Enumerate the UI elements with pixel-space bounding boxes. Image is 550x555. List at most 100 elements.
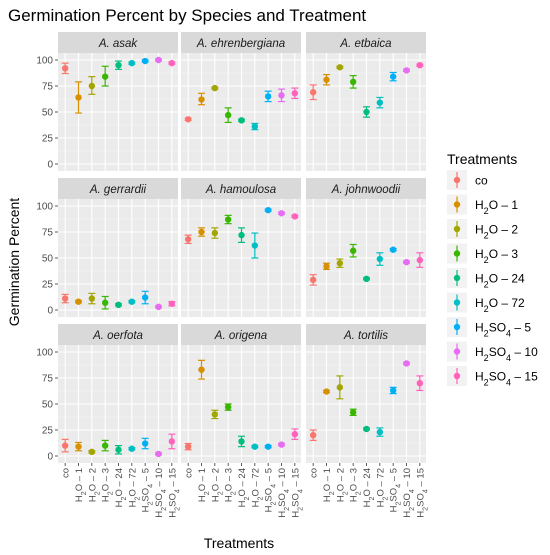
point-a-asak-h2o-3	[101, 73, 109, 80]
y-tick-label: 100	[36, 202, 53, 213]
point-a-gerrardii-co	[61, 295, 69, 302]
point-a-hamoulosa-h2o-2	[211, 229, 219, 237]
legend-key-point	[453, 323, 461, 331]
x-tick-label-group: H2O – 1	[197, 468, 211, 502]
strip-a-etbaica	[306, 32, 426, 53]
x-tick-label-group: H2O – 24	[114, 468, 128, 507]
x-tick-label-group: H2O – 1	[74, 468, 88, 502]
legend-title: Treatments	[447, 151, 517, 167]
point-a-gerrardii-h2so4-5	[141, 294, 149, 301]
point-a-johnwoodii-h2o-1	[323, 263, 330, 270]
legend-label-h2o-1: H2O – 1	[475, 198, 518, 216]
point-a-asak-co	[61, 65, 69, 72]
panel-a-johnwoodii: A. johnwoodii	[306, 178, 426, 317]
y-tick-label: 0	[47, 160, 53, 171]
point-a-johnwoodii-h2so4-15	[416, 256, 424, 264]
x-tick-label-h2so4-5: H2SO4 – 5	[389, 468, 403, 512]
x-tick-label-group: H2O – 72	[250, 468, 264, 507]
point-a-origena-h2o-2	[211, 411, 219, 418]
strip-label-a-origena: A. origena	[214, 330, 267, 342]
point-a-etbaica-co	[309, 89, 317, 96]
strip-a-johnwoodii	[306, 178, 426, 199]
strip-label-a-oerfota: A. oerfota	[92, 330, 143, 342]
strip-a-ehrenbergiana	[181, 32, 301, 53]
point-a-tortilis-h2o-3	[349, 409, 357, 416]
chart-title: Germination Percent by Species and Treat…	[8, 6, 366, 25]
point-a-ehrenbergiana-co	[184, 116, 192, 123]
x-tick-label-co: co	[184, 468, 195, 478]
point-a-etbaica-h2so4-5	[389, 73, 397, 80]
x-tick-label-h2o-24: H2O – 24	[114, 468, 128, 507]
point-a-tortilis-h2so4-15	[416, 380, 424, 387]
x-tick-label-group: H2O – 1	[322, 468, 336, 502]
x-tick-label-group: H2SO4 – 5	[389, 468, 403, 512]
legend-label-h2so4-10: H2SO4 – 10	[475, 345, 538, 363]
x-tick-label-h2o-24: H2O – 24	[362, 468, 376, 507]
point-a-origena-h2o-72	[251, 443, 259, 450]
x-tick-label-group: H2SO4 – 5	[141, 468, 155, 512]
x-tick-label-h2o-2: H2O – 2	[210, 468, 224, 502]
legend-key-point	[453, 299, 461, 306]
x-tick-label-h2so4-10: H2SO4 – 10	[154, 468, 168, 518]
legend-item-h2o-72: H2O – 72	[447, 292, 525, 314]
legend-label-h2so4-15: H2SO4 – 15	[475, 370, 538, 388]
y-tick-label: 0	[47, 306, 53, 317]
x-axis-title: Treatments	[204, 535, 274, 551]
point-a-johnwoodii-h2o-3	[349, 247, 357, 254]
x-tick-label-h2o-3: H2O – 3	[349, 468, 363, 502]
x-tick-label-h2so4-15: H2SO4 – 15	[290, 468, 304, 518]
legend-item-h2o-1: H2O – 1	[447, 194, 518, 216]
point-a-johnwoodii-h2o-72	[376, 255, 384, 263]
point-a-hamoulosa-h2o-1	[198, 228, 205, 236]
x-tick-label-h2o-2: H2O – 2	[335, 468, 349, 502]
legend-key-point	[453, 176, 461, 184]
point-a-asak-h2so4-5	[141, 57, 149, 65]
point-a-johnwoodii-h2so4-5	[389, 246, 397, 253]
x-tick-label-h2o-24: H2O – 24	[237, 468, 251, 507]
point-a-gerrardii-h2o-24	[115, 301, 122, 308]
point-a-ehrenbergiana-h2so4-10	[278, 92, 285, 99]
strip-label-a-gerrardii: A. gerrardii	[89, 184, 147, 196]
point-a-gerrardii-h2so4-15	[168, 300, 176, 307]
point-a-gerrardii-h2so4-10	[155, 303, 162, 311]
point-a-ehrenbergiana-h2so4-5	[264, 93, 272, 100]
legend-key-point	[453, 225, 461, 233]
x-tick-label-group: H2SO4 – 15	[167, 468, 181, 518]
legend-key-point	[453, 274, 461, 282]
point-a-gerrardii-h2o-2	[88, 295, 96, 302]
point-a-tortilis-h2o-72	[376, 428, 384, 436]
point-a-origena-h2so4-10	[278, 441, 285, 448]
point-a-gerrardii-h2o-72	[128, 298, 136, 305]
legend-item-h2so4-15: H2SO4 – 15	[447, 366, 538, 388]
x-tick-label-h2o-2: H2O – 2	[87, 468, 101, 502]
point-a-asak-h2o-1	[75, 94, 82, 101]
x-tick-label-group: H2O – 3	[101, 468, 115, 502]
y-tick-label: 75	[42, 82, 54, 93]
point-a-tortilis-h2so4-10	[403, 360, 410, 367]
point-a-oerfota-h2o-72	[128, 445, 136, 452]
x-tick-label-group: H2SO4 – 15	[415, 468, 429, 518]
x-tick-label-co: co	[309, 468, 320, 478]
y-tick-label: 50	[42, 108, 54, 119]
point-a-tortilis-h2o-1	[323, 388, 330, 395]
x-tick-label-group: H2O – 3	[224, 468, 238, 502]
y-tick-label: 75	[42, 374, 54, 385]
point-a-oerfota-h2so4-15	[168, 438, 176, 445]
panel-a-gerrardii: A. gerrardii 0 25 50 75 100	[36, 178, 178, 317]
point-a-gerrardii-h2o-1	[75, 298, 82, 305]
y-tick-label: 75	[42, 228, 54, 239]
point-a-ehrenbergiana-h2o-3	[224, 111, 232, 119]
point-a-johnwoodii-h2o-2	[336, 260, 344, 267]
strip-a-gerrardii	[58, 178, 178, 199]
legend-key-point	[453, 250, 461, 257]
x-tick-label-group: H2SO4 – 10	[154, 468, 168, 518]
point-a-asak-h2so4-15	[168, 59, 176, 67]
point-a-etbaica-h2o-1	[323, 76, 330, 83]
point-a-tortilis-h2o-2	[336, 384, 344, 391]
point-a-tortilis-co	[309, 432, 317, 439]
x-tick-label-group: H2O – 72	[127, 468, 141, 507]
strip-label-a-etbaica: A. etbaica	[339, 38, 391, 50]
